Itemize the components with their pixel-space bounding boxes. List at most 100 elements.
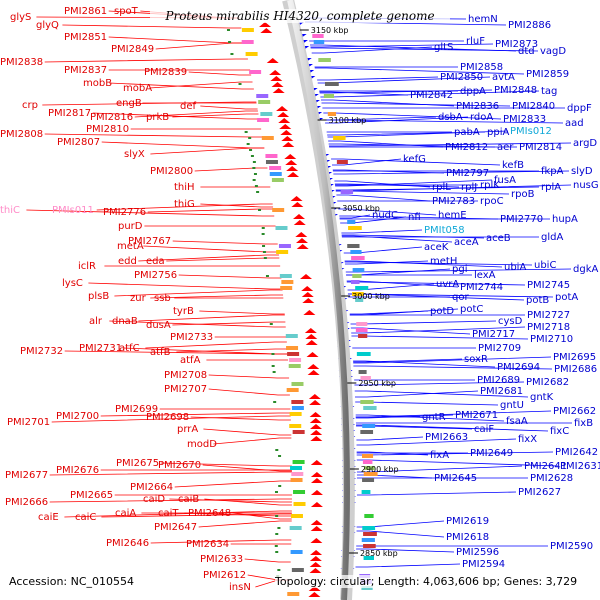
gene-label[interactable]: slyX	[124, 149, 145, 160]
gene-label[interactable]: glyQ	[36, 20, 59, 31]
gene-label[interactable]: tyrB	[173, 306, 194, 317]
gene-label[interactable]: nusG	[573, 180, 599, 191]
gene-label[interactable]: PMI2648	[188, 508, 231, 519]
gene-label[interactable]: PMI2732	[20, 346, 63, 357]
gene-label[interactable]: PMI2812	[445, 142, 488, 153]
gene-label[interactable]: kefB	[502, 160, 524, 171]
gene-label[interactable]: PMI2733	[170, 332, 213, 343]
gene-label[interactable]: PMI2671	[455, 410, 498, 421]
gene-label[interactable]: PMI2666	[5, 497, 48, 508]
gene-label[interactable]: dppA	[460, 86, 486, 97]
gene-label[interactable]: PMI2745	[527, 280, 570, 291]
gene-label[interactable]: PMI2800	[150, 166, 193, 177]
gene-label[interactable]: hemN	[468, 14, 498, 25]
gene-label[interactable]: PMI2675	[116, 458, 159, 469]
gene-label[interactable]: PMI2699	[115, 404, 158, 415]
gene-label[interactable]: PMI2807	[57, 137, 100, 148]
gene-label[interactable]: PMI2744	[460, 282, 503, 293]
gene-label[interactable]: PMI2663	[425, 432, 468, 443]
gene-label[interactable]: dsbA	[438, 112, 463, 123]
gene-label[interactable]: modD	[187, 439, 217, 450]
gene-label[interactable]: nudC	[372, 210, 398, 221]
gene-label[interactable]: rplA	[541, 182, 561, 193]
gene-label[interactable]: caiF	[474, 424, 494, 435]
gene-label[interactable]: PMI2709	[478, 343, 521, 354]
gene-label[interactable]: rluF	[466, 36, 485, 47]
gene-label[interactable]: iclR	[78, 261, 96, 272]
gene-label[interactable]: PMI2858	[460, 62, 503, 73]
gene-label[interactable]: PMI2710	[530, 334, 573, 345]
gene-label[interactable]: zur	[130, 293, 147, 304]
gene-label[interactable]: dusA	[146, 320, 171, 331]
gene-label[interactable]: PMI2590	[550, 541, 593, 552]
gene-label[interactable]: PMI2664	[130, 482, 173, 493]
gene-label[interactable]: PMI2849	[111, 44, 154, 55]
gene-label[interactable]: caiC	[75, 512, 96, 523]
gene-label[interactable]: PMI2695	[553, 352, 596, 363]
gene-label[interactable]: rpoB	[511, 189, 535, 200]
gene-label[interactable]: PMI2756	[134, 270, 177, 281]
gene-label[interactable]: PMI2646	[106, 538, 149, 549]
gene-label[interactable]: aceK	[424, 242, 449, 253]
gene-label[interactable]: PMI2837	[64, 65, 107, 76]
gene-label[interactable]: metH	[430, 256, 457, 267]
gene-label[interactable]: PMI2861	[64, 6, 107, 17]
gene-label[interactable]: thiG	[174, 199, 195, 210]
gene-label[interactable]: fixB	[574, 418, 593, 429]
gene-label[interactable]: rpoC	[480, 196, 504, 207]
gene-label[interactable]: thiH	[174, 182, 195, 193]
gene-label[interactable]: PMI2694	[497, 362, 540, 373]
gene-label[interactable]: fusA	[494, 175, 516, 186]
gene-label[interactable]: gntU	[500, 400, 524, 411]
gene-label[interactable]: vagD	[540, 46, 566, 57]
gene-label[interactable]: PMI2859	[526, 69, 569, 80]
gene-label[interactable]: mobB	[83, 78, 112, 89]
gene-label[interactable]: fsaA	[506, 416, 528, 427]
gene-label[interactable]: PMI2833	[503, 114, 546, 125]
gene-label[interactable]: PMIt058	[424, 225, 465, 236]
gene-label[interactable]: ubiC	[534, 260, 556, 271]
gene-label[interactable]: lysC	[62, 278, 83, 289]
gene-label[interactable]: PMI2776	[103, 207, 146, 218]
gene-label[interactable]: rplJ	[461, 182, 477, 193]
gene-label[interactable]: PMI2814	[519, 142, 562, 153]
gene-label[interactable]: gntK	[530, 392, 554, 403]
gene-label[interactable]: potA	[555, 292, 578, 303]
gene-label[interactable]: purD	[118, 221, 143, 232]
gene-label[interactable]: ppiA	[487, 127, 509, 138]
gene-label[interactable]: PMI2662	[553, 406, 596, 417]
gene-label[interactable]: avtA	[492, 72, 515, 83]
gene-label[interactable]: argD	[573, 138, 597, 149]
gene-label[interactable]: PMI2797	[446, 168, 489, 179]
gene-label[interactable]: rplK	[480, 180, 500, 191]
gene-label[interactable]: rdoA	[470, 112, 493, 123]
gene-label[interactable]: alr	[89, 316, 103, 327]
gene-label[interactable]: PMI2707	[164, 384, 207, 395]
gene-label[interactable]: insN	[229, 582, 251, 593]
gene-label[interactable]: PMI2649	[470, 448, 513, 459]
gene-label[interactable]: prrA	[177, 424, 198, 435]
gene-label[interactable]: potB	[526, 295, 549, 306]
gene-label[interactable]: pgi	[452, 264, 467, 275]
gene-label[interactable]: PMI2641	[524, 461, 567, 472]
gene-label[interactable]: nfi	[408, 212, 421, 223]
gene-label[interactable]: PMI2848	[494, 85, 537, 96]
gene-label[interactable]: PMI2873	[495, 39, 538, 50]
gene-label[interactable]: atfB	[150, 347, 171, 358]
gene-label[interactable]: atfA	[180, 355, 201, 366]
gene-label[interactable]: fixA	[430, 450, 449, 461]
gene-label[interactable]: PMI2817	[48, 108, 91, 119]
gene-label[interactable]: PMI2839	[144, 67, 187, 78]
gene-label[interactable]: aceB	[486, 233, 511, 244]
gene-label[interactable]: PMI2810	[86, 124, 129, 135]
gene-label[interactable]: fkpA	[541, 166, 564, 177]
gene-label[interactable]: PMI2731	[79, 343, 122, 354]
gene-label[interactable]: uvrA	[436, 279, 459, 290]
gene-label[interactable]: PMI2596	[456, 547, 499, 558]
gene-label[interactable]: PMI2698	[146, 412, 189, 423]
gene-label[interactable]: PMI2642	[555, 447, 598, 458]
gene-label[interactable]: atfC	[119, 343, 140, 354]
gene-label[interactable]: PMI2612	[203, 570, 246, 581]
gene-label[interactable]: gldA	[541, 232, 563, 243]
gene-label[interactable]: PMI2665	[70, 490, 113, 501]
